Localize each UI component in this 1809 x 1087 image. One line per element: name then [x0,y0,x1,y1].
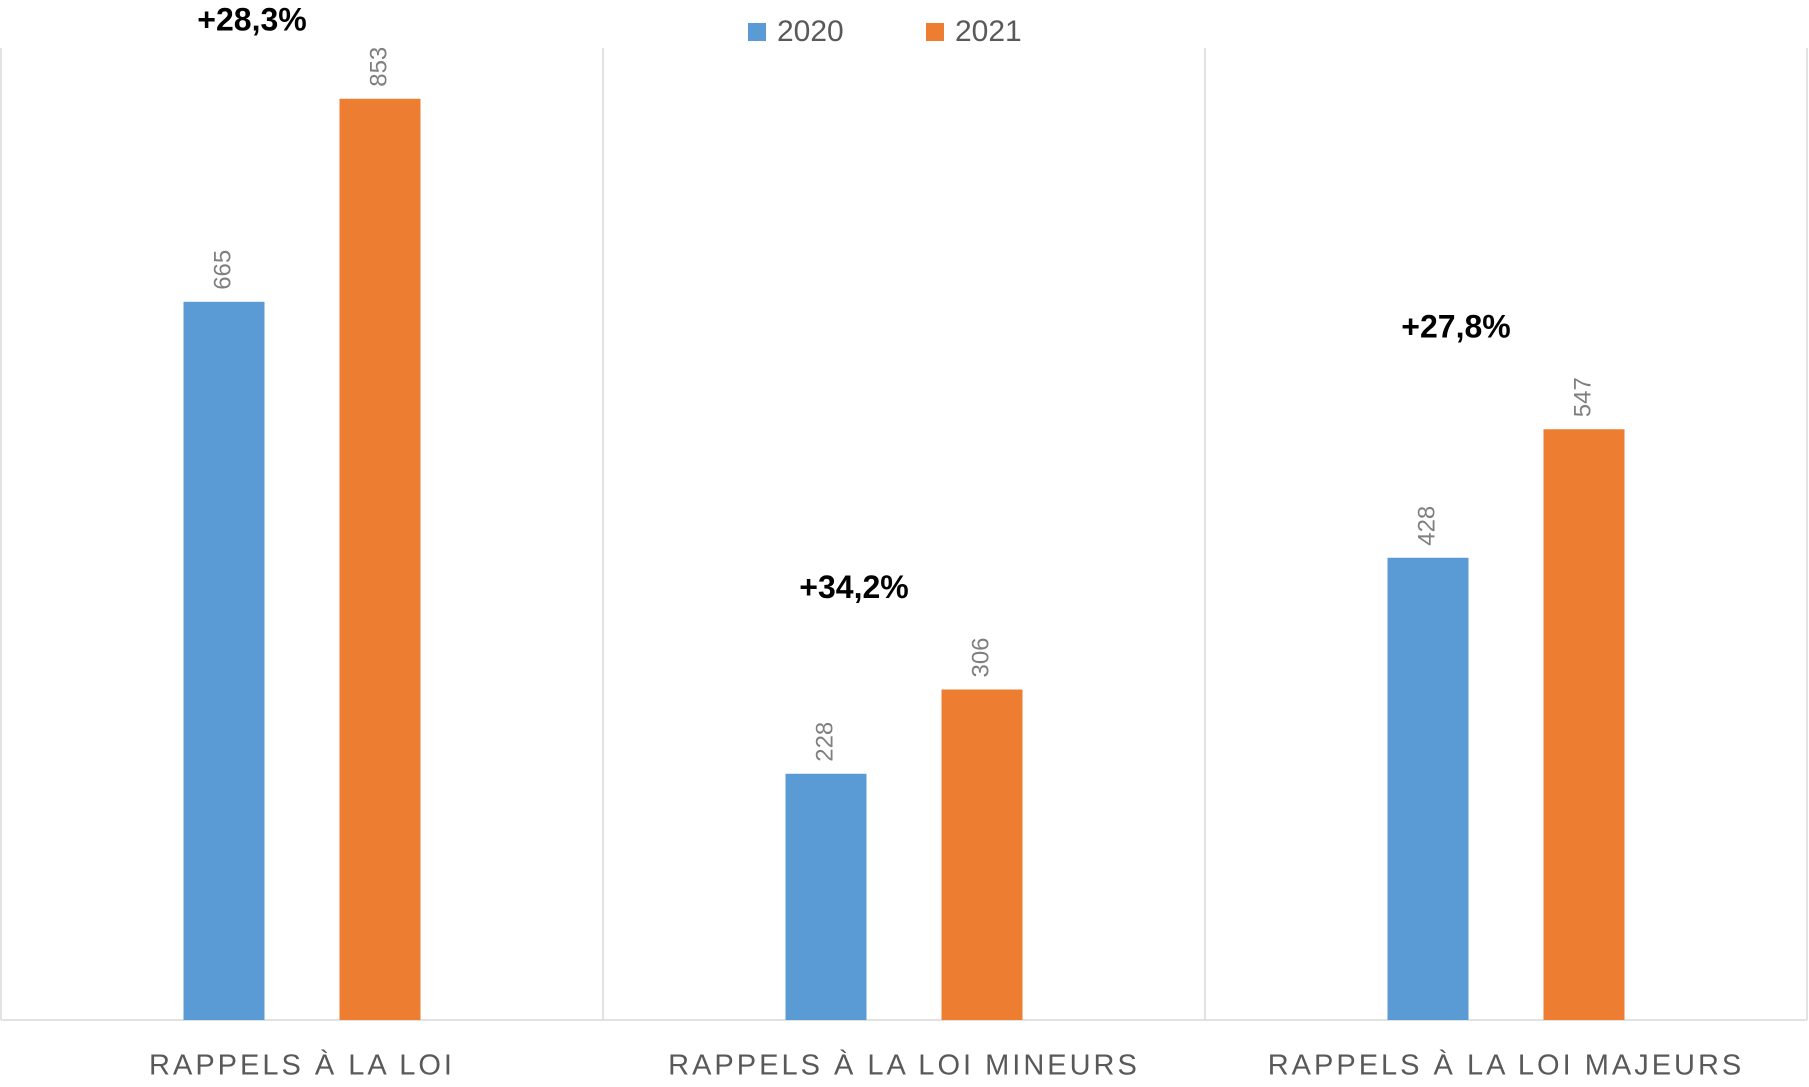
value-label: 547 [1569,377,1596,417]
annotation: +27,8% [1401,309,1510,345]
bar [1387,557,1469,1020]
value-label: 853 [365,47,392,87]
x-tick-label: RAPPELS À LA LOI MAJEURS [1268,1049,1745,1082]
legend-swatch [926,23,944,41]
value-label: 428 [1413,506,1440,546]
bar [785,773,867,1020]
bar [941,689,1023,1020]
x-tick-label: RAPPELS À LA LOI [149,1049,455,1082]
value-label: 306 [967,637,994,677]
bar [1543,429,1625,1020]
value-label: 665 [209,250,236,290]
legend-label: 2021 [955,15,1022,48]
bar [339,98,421,1020]
x-tick-label: RAPPELS À LA LOI MINEURS [668,1049,1140,1082]
value-label: 228 [811,722,838,762]
legend-label: 2020 [777,15,844,48]
annotation: +34,2% [799,569,908,605]
bar [183,301,265,1020]
annotation: +28,3% [197,1,306,37]
legend-swatch [748,23,766,41]
